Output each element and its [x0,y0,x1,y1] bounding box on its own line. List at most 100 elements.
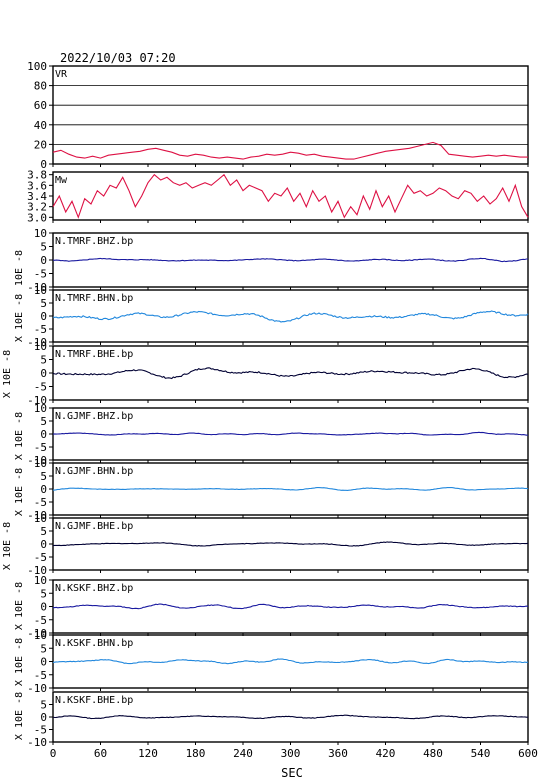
y-tick-label: 10 [34,512,47,525]
y-tick-label: -10 [27,394,47,407]
y-tick-label: -10 [27,454,47,467]
y-tick-label: 0 [40,601,47,614]
y-tick-label: 10 [34,457,47,470]
y-unit-label: X 10E -8 [14,638,25,686]
y-tick-label: 0 [40,538,47,551]
y-tick-label: 80 [34,80,47,93]
y-tick-label: 10 [34,629,47,642]
x-tick-label: 540 [471,747,491,760]
panel-label: N.TMRF.BHZ.bp [55,236,133,247]
x-tick-label: 420 [376,747,396,760]
series-line [52,257,528,263]
series-line [52,173,529,219]
y-tick-label: 5 [40,470,47,483]
x-tick-label: 300 [281,747,301,760]
series-line [52,658,529,665]
y-tick-label: 10 [34,227,47,240]
x-axis-label: SEC [281,766,303,780]
x-tick-label: 600 [518,747,538,760]
x-tick-label: 240 [233,747,253,760]
panel-label: N.KSKF.BHZ.bp [55,583,133,594]
y-tick-label: 10 [34,574,47,587]
panel-label: N.GJMF.BHN.bp [55,466,133,477]
panel-frame [52,65,529,165]
y-unit-label: X 10E -8 [14,294,25,342]
x-tick-label: 60 [94,747,107,760]
y-tick-label: 5 [40,241,47,254]
y-tick-label: -5 [34,496,47,509]
y-tick-label: 0 [40,254,47,267]
panel-label: N.GJMF.BHZ.bp [55,411,133,422]
panel-label: N.KSKF.BHN.bp [55,638,133,649]
y-unit-label: X 10E -8 [14,468,25,516]
y-tick-label: 20 [34,138,47,151]
y-tick-label: 5 [40,354,47,367]
y-tick-label: -5 [34,724,47,737]
x-tick-label: 360 [328,747,348,760]
series-line [52,310,529,323]
y-unit-label: X 10E -8 [2,522,13,570]
x-tick-label: 120 [138,747,158,760]
y-tick-label: 0 [40,483,47,496]
y-tick-label: -5 [34,551,47,564]
y-tick-label: 0 [40,158,47,171]
y-tick-label: 10 [34,402,47,415]
y-tick-label: -10 [27,627,47,640]
y-tick-label: -10 [27,682,47,695]
y-tick-label: 0 [40,656,47,669]
y-tick-label: -10 [27,564,47,577]
panel-label: N.GJMF.BHE.bp [55,521,133,532]
series-line [53,486,529,491]
y-tick-label: 100 [27,60,47,73]
series-line [52,367,529,380]
y-tick-label: 10 [34,340,47,353]
panel-label: Mw [55,175,68,186]
y-unit-label: X 10E -8 [14,412,25,460]
y-tick-label: 0 [40,367,47,380]
y-tick-label: -5 [34,441,47,454]
y-unit-label: X 10E -8 [2,350,13,398]
y-tick-label: -10 [27,336,47,349]
y-tick-label: 5 [40,587,47,600]
series-line [52,431,529,436]
y-tick-label: 3.0 [27,211,47,224]
y-tick-label: 10 [34,284,47,297]
y-tick-label: 5 [40,297,47,310]
panel-label: VR [55,69,68,80]
y-unit-label: X 10E -8 [14,582,25,630]
y-tick-label: 3.2 [27,201,47,214]
y-tick-label: 0 [40,711,47,724]
panel-frame [52,171,529,221]
y-tick-label: 3.6 [27,179,47,192]
y-tick-label: 5 [40,699,47,712]
series-line [52,141,528,160]
y-tick-label: -10 [27,509,47,522]
series-line [52,603,529,610]
panel-label: N.KSKF.BHE.bp [55,695,133,706]
series-line [52,541,529,547]
y-tick-label: 3.8 [27,169,47,182]
y-tick-label: -5 [34,614,47,627]
y-tick-label: -5 [34,323,47,336]
x-tick-label: 0 [50,747,57,760]
y-tick-label: 5 [40,642,47,655]
y-tick-label: 5 [40,415,47,428]
y-tick-label: 5 [40,525,47,538]
x-tick-label: 180 [186,747,206,760]
x-tick-label: 480 [423,747,443,760]
y-tick-label: -5 [34,381,47,394]
y-tick-label: 0 [40,428,47,441]
y-tick-label: 60 [34,99,47,112]
y-tick-label: 3.4 [27,190,47,203]
panel-label: N.TMRF.BHN.bp [55,293,133,304]
series-line [52,714,528,720]
panel-label: N.TMRF.BHE.bp [55,349,133,360]
y-tick-label: -10 [27,736,47,749]
y-tick-label: 0 [40,310,47,323]
y-unit-label: X 10E -8 [14,692,25,740]
y-tick-label: -10 [27,281,47,294]
y-unit-label: 10E -8 [14,250,25,286]
y-tick-label: -5 [34,669,47,682]
y-tick-label: -5 [34,268,47,281]
